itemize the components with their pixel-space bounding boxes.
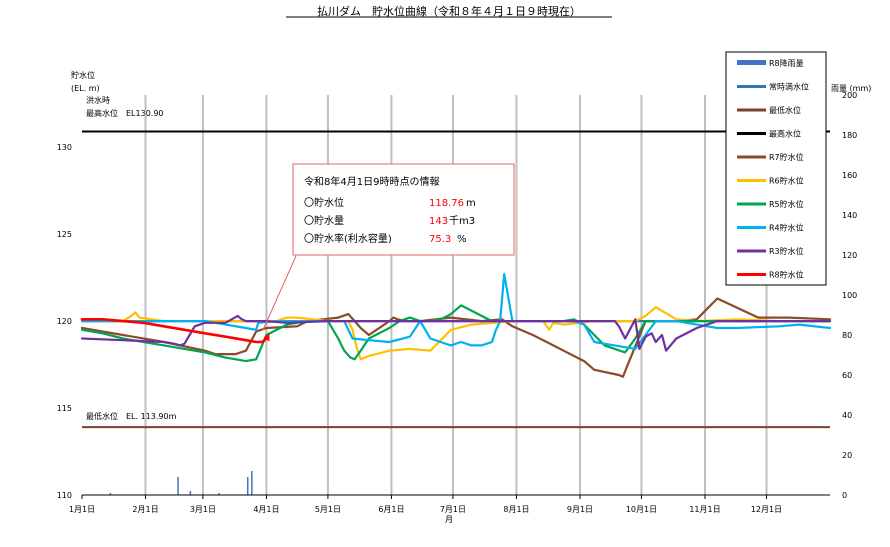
left-tick-label: 110 xyxy=(57,491,72,500)
legend-label: R7貯水位 xyxy=(769,152,804,162)
legend-label: R8降雨量 xyxy=(769,58,804,68)
info-box: 令和8年4月1日9時時点の情報 〇貯水位 118.76 m 〇貯水量 143 千… xyxy=(292,163,515,256)
rainfall-bar xyxy=(177,477,179,495)
max-level-label-line2: 最高水位 EL130.90 xyxy=(86,108,164,118)
x-tick-label: 4月1日 xyxy=(253,505,279,514)
legend-label: 常時満水位 xyxy=(769,82,809,92)
r5-level-line xyxy=(80,304,832,363)
x-tick-label: 1月1日 xyxy=(69,505,95,514)
legend-label: 最低水位 xyxy=(769,105,801,115)
right-tick-label: 180 xyxy=(842,131,857,140)
info-storage-volume-label: 〇貯水量 xyxy=(304,215,344,227)
right-tick-label: 160 xyxy=(842,171,857,180)
info-storage-level-value: 118.76 xyxy=(429,198,464,209)
right-tick-label: 20 xyxy=(842,451,852,460)
left-tick-label: 125 xyxy=(57,230,72,239)
info-storage-volume-unit: 千m3 xyxy=(449,215,475,227)
x-axis-title: 月 xyxy=(445,515,453,524)
x-tick-label: 6月1日 xyxy=(378,505,404,514)
x-tick-label: 10月1日 xyxy=(626,505,657,514)
x-tick-label: 8月1日 xyxy=(503,505,529,514)
legend-swatch xyxy=(737,60,766,65)
left-axis-label: 貯水位 xyxy=(71,70,95,80)
rainfall-bar xyxy=(109,493,112,495)
r8-end-marker xyxy=(263,333,270,342)
right-tick-label: 100 xyxy=(842,291,857,300)
right-tick-label: 200 xyxy=(842,91,857,100)
rainfall-bar xyxy=(251,471,253,495)
chart-title: 払川ダム 貯水位曲線（令和８年４月１日９時現在） xyxy=(317,4,581,18)
info-storage-ratio-label: 〇貯水率(利水容量) xyxy=(304,232,392,245)
left-axis-unit: (EL. m) xyxy=(71,84,100,93)
right-tick-label: 40 xyxy=(842,411,852,420)
left-tick-label: 115 xyxy=(57,404,72,413)
rainfall-bar xyxy=(246,477,249,495)
x-tick-label: 9月1日 xyxy=(567,505,593,514)
info-storage-ratio-unit: % xyxy=(457,234,467,245)
left-tick-label: 120 xyxy=(57,317,72,326)
rainfall-bar xyxy=(189,491,192,495)
legend-label: R6貯水位 xyxy=(769,176,804,186)
legend-label: R5貯水位 xyxy=(769,199,804,209)
info-box-leader xyxy=(262,255,297,331)
r4-level-line xyxy=(80,273,832,350)
info-storage-ratio-value: 75.3 xyxy=(429,234,451,245)
right-tick-label: 80 xyxy=(842,331,852,340)
info-box-frame xyxy=(292,163,515,256)
x-tick-label: 12月1日 xyxy=(751,505,782,514)
info-storage-volume-value: 143 xyxy=(429,216,448,227)
r8-level-line xyxy=(80,317,268,344)
left-tick-label: 130 xyxy=(57,143,72,152)
right-tick-label: 0 xyxy=(842,491,847,500)
x-tick-label: 11月1日 xyxy=(689,505,720,514)
info-storage-level-label: 〇貯水位 xyxy=(304,196,344,209)
x-tick-label: 7月1日 xyxy=(440,505,466,514)
right-axis-label: 雨量 (mm) xyxy=(831,84,871,93)
min-level-label: 最低水位 EL. 113.90m xyxy=(86,411,177,421)
info-box-heading: 令和8年4月1日9時時点の情報 xyxy=(304,175,439,188)
info-storage-level-unit: m xyxy=(466,198,476,209)
legend-label: R4貯水位 xyxy=(769,223,804,233)
right-tick-label: 140 xyxy=(842,211,857,220)
legend-frame xyxy=(725,51,827,286)
right-tick-label: 120 xyxy=(842,251,857,260)
x-tick-label: 2月1日 xyxy=(132,505,158,514)
right-tick-label: 60 xyxy=(842,371,852,380)
legend-label: 最高水位 xyxy=(769,129,801,139)
rainfall-bar xyxy=(218,493,220,495)
x-tick-label: 5月1日 xyxy=(315,505,341,514)
legend-label: R8貯水位 xyxy=(769,270,804,280)
max-level-label-line1: 洪水時 xyxy=(86,95,110,105)
x-tick-label: 3月1日 xyxy=(190,505,216,514)
legend-label: R3貯水位 xyxy=(769,246,804,256)
